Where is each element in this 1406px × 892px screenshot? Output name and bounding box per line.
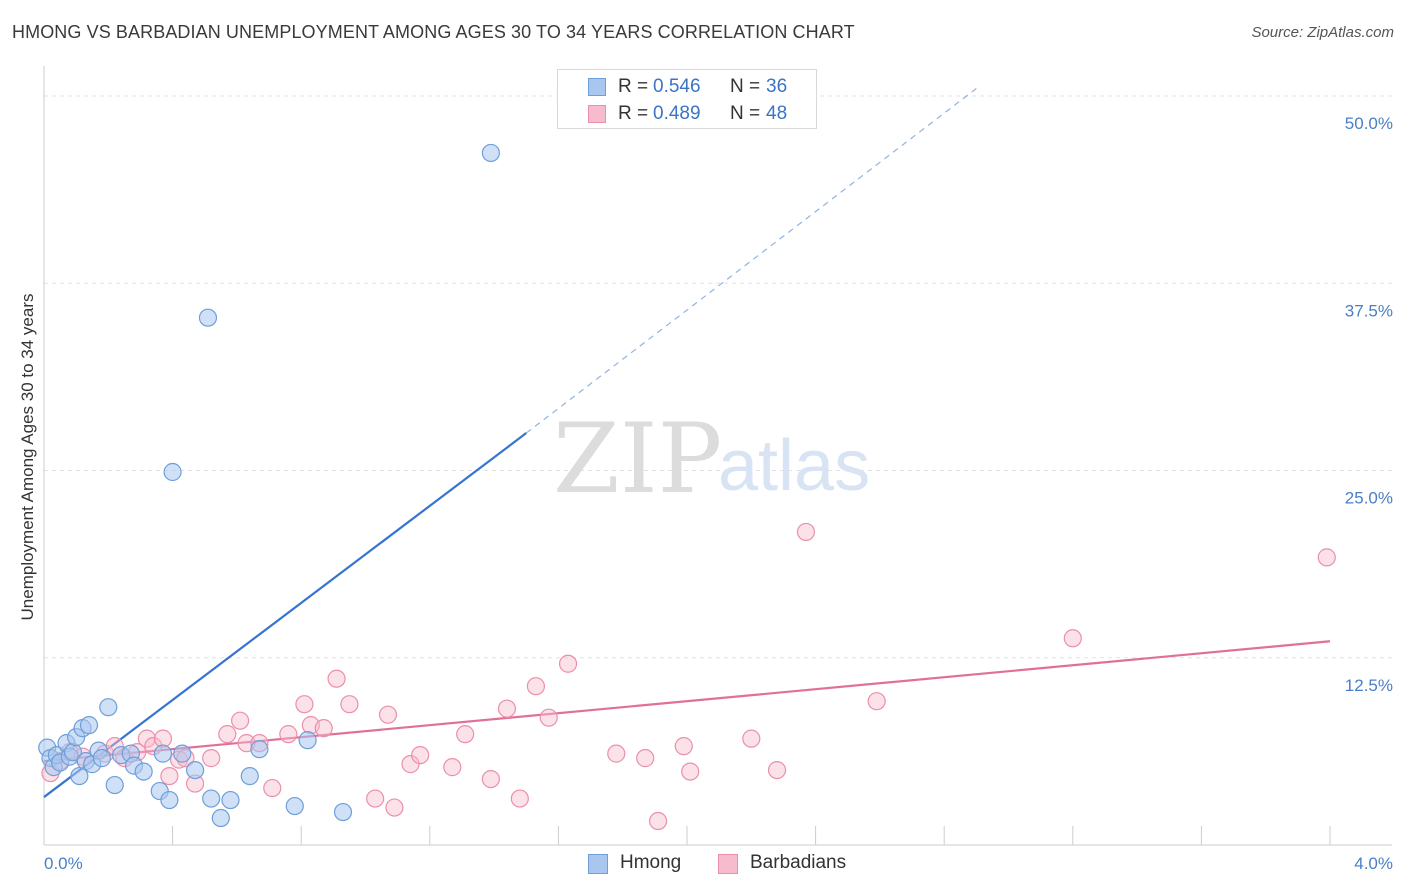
barbadians-point (378, 705, 398, 724)
hmong-point (99, 698, 118, 717)
hmong-point (211, 808, 230, 828)
hmong-point (250, 740, 269, 759)
legend-n-value: 48 (766, 103, 788, 124)
barbadians-swatch-icon (718, 854, 738, 874)
source-label: Source: ZipAtlas.com (1251, 24, 1394, 41)
barbadians-point (202, 749, 221, 768)
barbadians-point (327, 669, 346, 688)
hmong-point (221, 790, 240, 810)
y-tick-label: 37.5% (1345, 301, 1393, 320)
barbadians-point (340, 695, 359, 714)
legend-n-label: N = (730, 103, 761, 124)
barbadians-point (456, 725, 475, 744)
watermark-zip: ZIP (553, 403, 722, 515)
barbadians-point (636, 749, 655, 768)
hmong-point (160, 790, 179, 810)
barbadians-point (497, 699, 517, 718)
y-tick-label: 50.0% (1345, 114, 1393, 133)
y-tick-label: 25.0% (1345, 489, 1393, 508)
hmong-point (481, 143, 500, 163)
barbadians-point (137, 729, 156, 748)
x-tick-label: 4.0% (1354, 854, 1393, 873)
hmong-trend-extension (525, 88, 977, 434)
barbadians-point (366, 789, 385, 808)
watermark-atlas: atlas (718, 426, 870, 506)
legend-r-label: R = (618, 103, 649, 124)
barbadians-point (1317, 548, 1336, 567)
correlation-legend: R = 0.546 N = 36 R = 0.489 N = 48 (557, 69, 817, 129)
hmong-point (202, 789, 221, 808)
hmong-point (298, 731, 317, 750)
barbadians-swatch-icon (588, 105, 606, 123)
barbadians-point (674, 737, 693, 756)
hmong-swatch-icon (588, 78, 606, 96)
hmong-point (70, 766, 89, 786)
legend-r-label: R = (618, 76, 649, 97)
barbadians-point (796, 522, 816, 542)
barbadians-legend-label: Barbadians (750, 852, 847, 873)
hmong-point (153, 744, 173, 763)
barbadians-point (767, 760, 787, 780)
hmong-swatch-icon (588, 854, 608, 874)
hmong-legend-label: Hmong (620, 852, 682, 873)
hmong-trend-line (43, 432, 527, 798)
hmong-point (186, 760, 205, 780)
hmong-point (163, 462, 182, 482)
legend-r-value: 0.546 (653, 76, 701, 97)
barbadians-point (558, 654, 578, 673)
tick-labels: 12.5% 25.0% 37.5% 50.0% 0.0% 4.0% (44, 114, 1393, 873)
legend-r-value: 0.489 (653, 103, 701, 124)
hmong-point (79, 716, 99, 735)
legend-n-value: 36 (766, 76, 788, 97)
hmong-point (333, 802, 353, 822)
x-tick-label: 0.0% (44, 854, 83, 873)
barbadians-point (160, 766, 179, 786)
barbadians-point (648, 811, 668, 831)
hmong-point (173, 744, 192, 763)
barbadians-point (1063, 629, 1082, 648)
barbadians-point (681, 762, 700, 781)
legend-n-label: N = (730, 76, 761, 97)
gridlines (44, 95, 1392, 659)
hmong-point (240, 766, 259, 786)
hmong-point (92, 749, 111, 768)
barbadians-point (218, 725, 237, 744)
watermark: ZIP atlas (553, 403, 870, 515)
barbadians-point (231, 711, 250, 730)
barbadians-point (742, 729, 761, 748)
chart-title: HMONG VS BARBADIAN UNEMPLOYMENT AMONG AG… (12, 22, 855, 42)
barbadians-point (385, 798, 404, 817)
data-points (38, 143, 1336, 831)
y-tick-label: 12.5% (1345, 676, 1393, 695)
barbadians-point (295, 695, 314, 714)
hmong-point (134, 762, 153, 781)
barbadians-point (539, 708, 558, 727)
barbadians-point (526, 677, 545, 696)
barbadians-point (443, 758, 462, 777)
barbadians-point (481, 769, 500, 789)
hmong-point (198, 308, 218, 327)
barbadians-point (314, 719, 333, 738)
barbadians-point (411, 746, 430, 765)
barbadians-point (510, 789, 529, 808)
hmong-point (285, 796, 304, 816)
axes (43, 66, 1392, 846)
barbadians-point (607, 744, 626, 763)
hmong-point (105, 775, 124, 795)
barbadians-point (263, 778, 282, 798)
barbadians-point (867, 692, 886, 711)
barbadians-point (279, 725, 298, 744)
